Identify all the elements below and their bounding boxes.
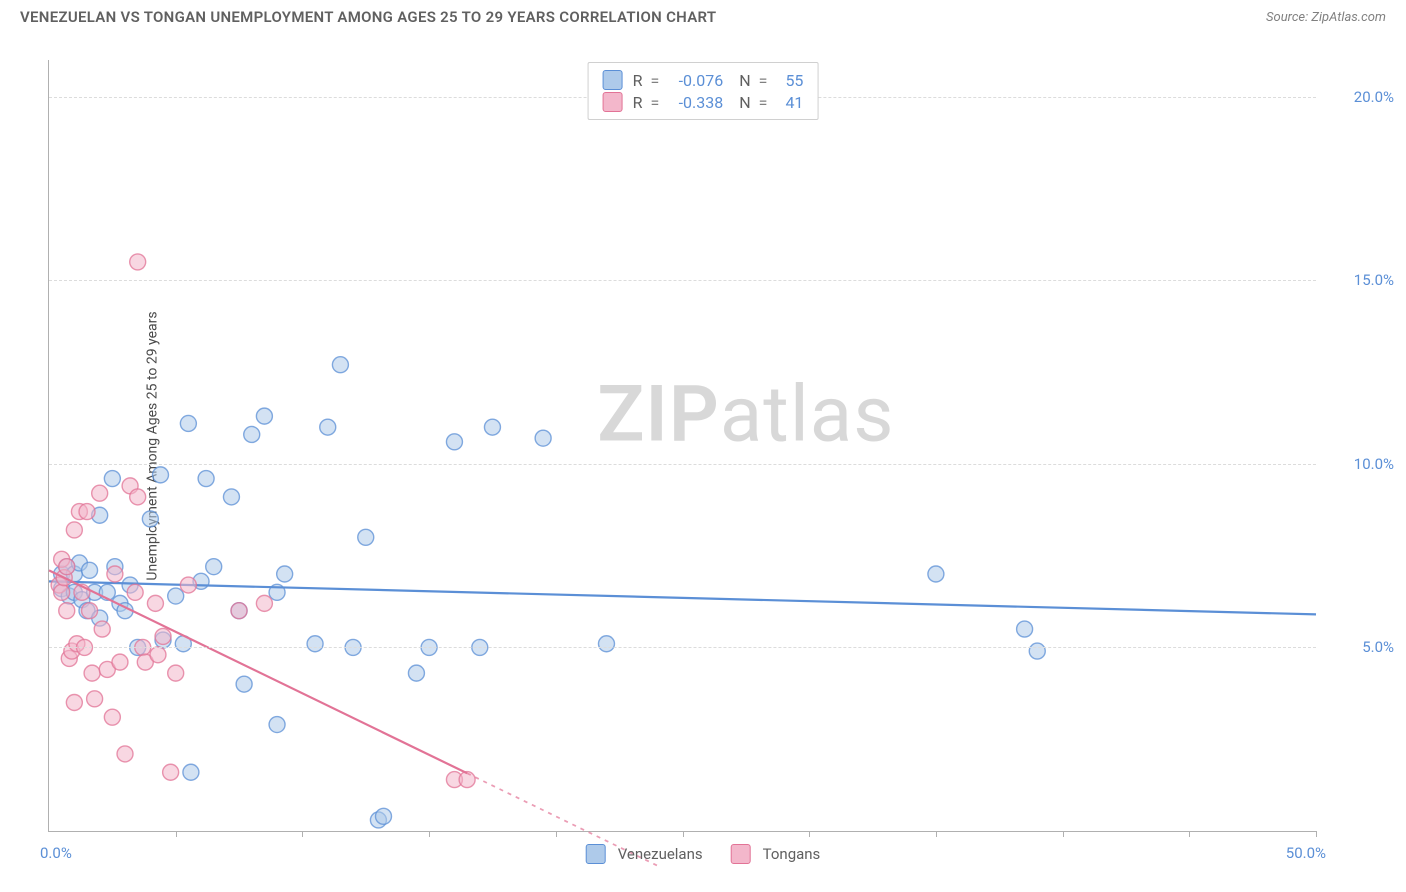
legend-item-venezuelans: Venezuelans (586, 844, 703, 864)
r-label: R (633, 71, 643, 90)
chart-plot-area: ZIPatlas (48, 60, 1316, 832)
stats-row-venezuelans: R = -0.076 N = 55 (603, 69, 804, 91)
stats-row-tongans: R = -0.338 N = 41 (603, 91, 804, 113)
source-label: Source: ZipAtlas.com (1266, 10, 1386, 25)
legend: Venezuelans Tongans (586, 844, 821, 864)
chart-title: VENEZUELAN VS TONGAN UNEMPLOYMENT AMONG … (20, 8, 716, 26)
swatch-tongans (603, 92, 623, 112)
scatter-svg (49, 60, 1316, 831)
eq-icon: = (759, 93, 768, 112)
swatch-tongans (731, 844, 751, 864)
y-tick-label: 10.0% (1354, 455, 1394, 473)
x-tick-min: 0.0% (40, 844, 72, 862)
r-value-tongans: -0.338 (667, 93, 723, 112)
eq-icon: = (650, 93, 659, 112)
eq-icon: = (650, 71, 659, 90)
r-label: R (633, 93, 643, 112)
x-tick-max: 50.0% (1286, 844, 1326, 862)
swatch-venezuelans (586, 844, 606, 864)
legend-label-venezuelans: Venezuelans (618, 845, 703, 863)
stats-box: R = -0.076 N = 55 R = -0.338 N = 41 (588, 62, 819, 120)
legend-label-tongans: Tongans (763, 845, 821, 863)
r-value-venezuelans: -0.076 (667, 71, 723, 90)
n-value-venezuelans: 55 (777, 71, 803, 90)
y-tick-label: 5.0% (1362, 638, 1394, 656)
n-value-tongans: 41 (777, 93, 803, 112)
legend-item-tongans: Tongans (731, 844, 821, 864)
y-tick-label: 20.0% (1354, 88, 1394, 106)
n-label: N (739, 93, 750, 112)
swatch-venezuelans (603, 70, 623, 90)
chart-header: VENEZUELAN VS TONGAN UNEMPLOYMENT AMONG … (0, 0, 1406, 32)
y-tick-label: 15.0% (1354, 271, 1394, 289)
n-label: N (739, 71, 750, 90)
eq-icon: = (759, 71, 768, 90)
